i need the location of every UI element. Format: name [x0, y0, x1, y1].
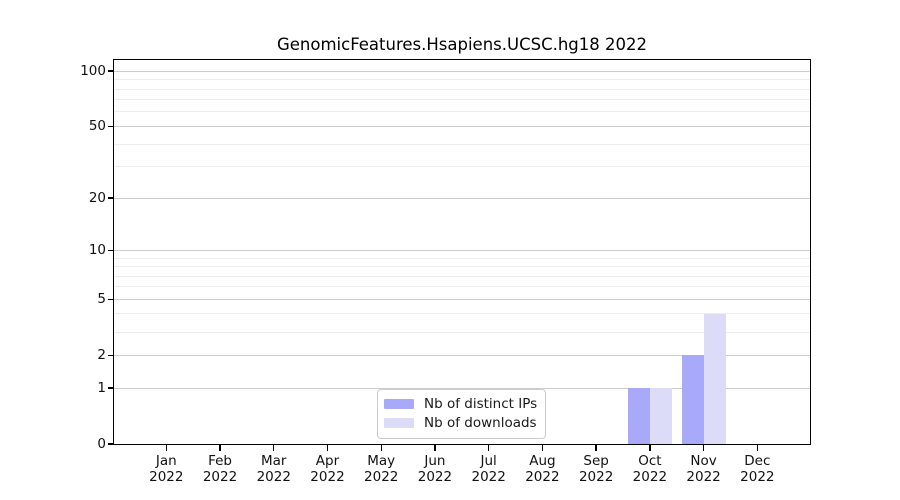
x-label-month: Dec: [744, 453, 771, 469]
y-tick-label: 10: [88, 242, 106, 259]
x-label-month: Mar: [261, 453, 287, 469]
x-tick-label: Apr 2022: [295, 453, 359, 485]
y-tick-mark: [107, 298, 114, 300]
minor-gridline: [113, 166, 811, 168]
x-label-year: 2022: [471, 469, 506, 485]
y-tick-label: 100: [80, 63, 106, 80]
y-tick-label: 20: [88, 190, 106, 207]
x-tick-label: Aug 2022: [510, 453, 574, 485]
chart-title: GenomicFeatures.Hsapiens.UCSC.hg18 2022: [276, 35, 648, 54]
x-label-month: May: [367, 453, 396, 469]
y-tick-label: 2: [97, 347, 106, 364]
y-tick-label: 50: [88, 118, 106, 135]
minor-gridline: [113, 313, 811, 315]
x-label-year: 2022: [740, 469, 775, 485]
x-label-year: 2022: [632, 469, 668, 485]
y-tick-label: 5: [97, 291, 106, 308]
major-gridline: [113, 197, 811, 199]
y-tick-mark: [107, 249, 114, 251]
x-label-year: 2022: [364, 469, 399, 485]
y-tick-label: 0: [97, 436, 106, 452]
minor-gridline: [113, 143, 811, 145]
minor-gridline: [113, 275, 811, 277]
x-label-month: Sep: [583, 453, 609, 469]
minor-gridline: [113, 286, 811, 288]
legend-label-distinct-ips: Nb of distinct IPs: [424, 395, 538, 412]
major-gridline: [113, 387, 811, 389]
bar-distinct-ips-nov: [681, 355, 704, 444]
x-tick-mark: [165, 445, 167, 451]
x-tick-mark: [541, 445, 544, 451]
bar-downloads-oct: [649, 388, 672, 444]
x-tick-label: May 2022: [349, 453, 413, 485]
x-tick-mark: [434, 445, 436, 451]
y-tick-mark: [107, 387, 114, 389]
x-label-year: 2022: [310, 469, 345, 485]
x-label-year: 2022: [256, 469, 291, 485]
y-tick-mark: [107, 443, 114, 445]
major-gridline: [113, 249, 811, 251]
x-tick-label: Jun 2022: [403, 453, 467, 485]
y-tick-mark: [107, 125, 114, 128]
x-tick-mark: [702, 445, 705, 451]
x-tick-mark: [380, 445, 382, 451]
x-tick-label: Mar 2022: [242, 453, 306, 485]
x-label-year: 2022: [202, 469, 238, 485]
y-tick-mark: [107, 197, 114, 199]
x-tick-mark: [595, 445, 597, 451]
y-tick-mark: [107, 70, 114, 72]
x-label-year: 2022: [578, 469, 614, 485]
x-tick-mark: [219, 445, 221, 451]
x-label-year: 2022: [686, 469, 721, 485]
x-label-month: Apr: [315, 453, 340, 469]
y-tick-mark: [107, 354, 114, 356]
x-tick-mark: [326, 445, 329, 451]
minor-gridline: [113, 79, 811, 81]
x-tick-label: Nov 2022: [672, 453, 736, 485]
x-tick-label: Dec 2022: [725, 453, 789, 485]
x-label-month: Aug: [529, 453, 556, 469]
y-tick-label: 1: [97, 380, 106, 396]
bar-downloads-nov: [703, 313, 726, 444]
legend-swatch-distinct-ips: [384, 398, 414, 409]
x-tick-label: Feb 2022: [188, 453, 252, 485]
x-tick-label: Oct 2022: [618, 453, 682, 485]
x-tick-mark: [649, 445, 651, 451]
major-gridline: [113, 298, 811, 300]
legend-row-downloads: Nb of downloads: [384, 414, 537, 434]
x-label-month: Oct: [638, 453, 662, 469]
minor-gridline: [113, 88, 811, 90]
x-label-year: 2022: [525, 469, 560, 485]
legend-row-distinct-ips: Nb of distinct IPs: [384, 394, 537, 414]
major-gridline: [113, 354, 811, 356]
x-tick-label: Jul 2022: [457, 453, 521, 485]
x-label-month: Jun: [424, 453, 446, 469]
major-gridline: [113, 70, 811, 72]
x-tick-mark: [487, 445, 490, 451]
minor-gridline: [113, 266, 811, 267]
bar-distinct-ips-oct: [627, 388, 650, 444]
minor-gridline: [113, 111, 811, 113]
x-tick-label: Jan 2022: [134, 453, 198, 485]
x-label-month: Feb: [208, 453, 232, 469]
x-tick-mark: [273, 445, 275, 451]
legend-label-downloads: Nb of downloads: [424, 415, 537, 432]
x-tick-label: Sep 2022: [564, 453, 628, 485]
major-gridline: [113, 125, 811, 127]
x-label-month: Jan: [155, 453, 177, 469]
legend: Nb of distinct IPs Nb of downloads: [377, 389, 547, 439]
x-label-month: Jul: [480, 453, 497, 469]
x-tick-mark: [756, 445, 759, 451]
legend-swatch-downloads: [384, 418, 414, 429]
x-label-month: Nov: [690, 453, 717, 469]
x-label-year: 2022: [149, 469, 184, 485]
minor-gridline: [113, 257, 811, 259]
minor-gridline: [113, 99, 811, 101]
x-label-year: 2022: [417, 469, 453, 485]
minor-gridline: [113, 331, 811, 333]
